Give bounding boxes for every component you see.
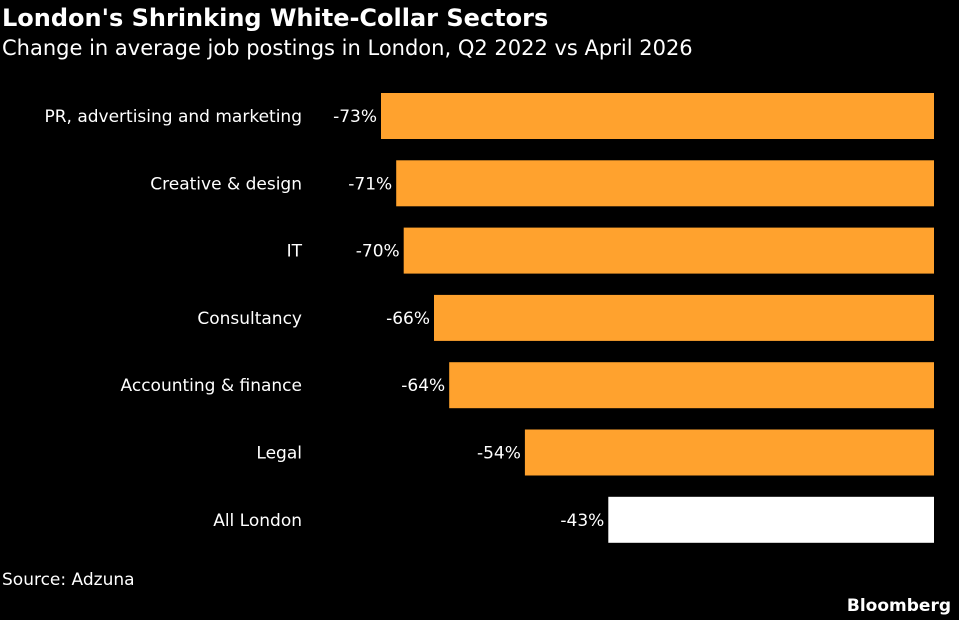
chart-title: London's Shrinking White-Collar Sectors bbox=[2, 4, 549, 32]
bar-6 bbox=[608, 496, 934, 543]
category-label: Legal bbox=[256, 444, 302, 464]
category-label: PR, advertising and marketing bbox=[44, 107, 302, 127]
value-label: -71% bbox=[348, 174, 392, 194]
value-label: -70% bbox=[356, 242, 400, 262]
bloomberg-logo: Bloomberg bbox=[846, 596, 951, 616]
category-label: Consultancy bbox=[197, 309, 302, 329]
value-label: -66% bbox=[386, 309, 430, 329]
bars-layer: PR, advertising and marketing -73% Creativ… bbox=[44, 93, 934, 543]
bar-0 bbox=[381, 93, 934, 139]
value-label: -64% bbox=[401, 376, 445, 396]
source-note: Source: Adzuna bbox=[2, 570, 135, 590]
bar-4 bbox=[449, 362, 934, 409]
bar-5 bbox=[524, 429, 934, 476]
value-label: -54% bbox=[477, 444, 521, 464]
value-label: -43% bbox=[560, 511, 604, 531]
value-label: -73% bbox=[333, 107, 377, 127]
category-label: Creative & design bbox=[150, 174, 302, 194]
bar-3 bbox=[434, 294, 934, 341]
category-label: All London bbox=[213, 511, 302, 531]
bar-chart: PR, advertising and marketing -73% Creativ… bbox=[44, 93, 934, 543]
chart-subtitle: Change in average job postings in London… bbox=[2, 36, 693, 60]
bar-2 bbox=[403, 227, 934, 274]
bar-1 bbox=[396, 160, 934, 207]
category-label: Accounting & finance bbox=[121, 376, 302, 396]
category-label: IT bbox=[287, 242, 303, 262]
